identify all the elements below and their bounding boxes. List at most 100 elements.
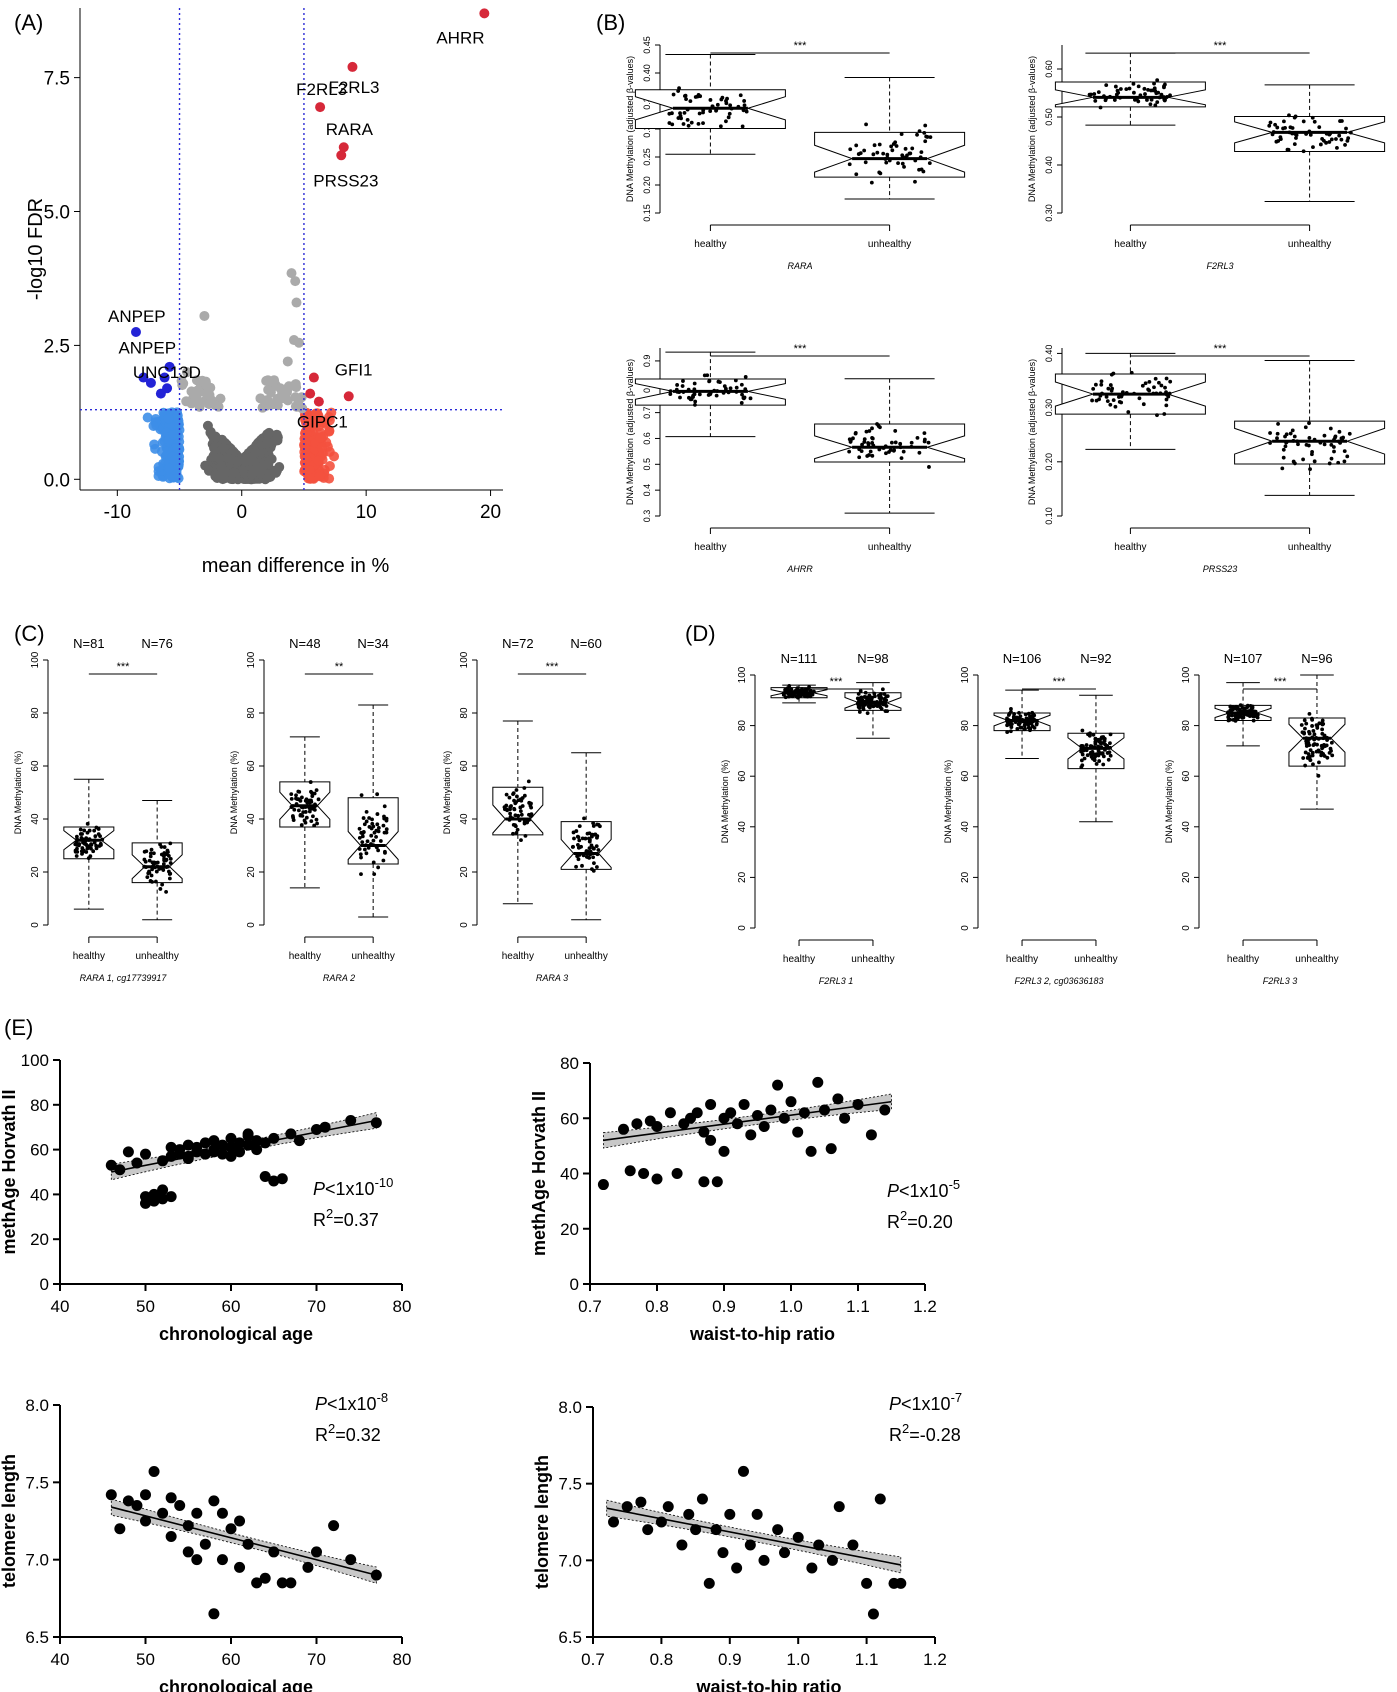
data-dot — [376, 826, 381, 830]
data-dot — [1321, 736, 1326, 741]
y-tick-label: 5.0 — [44, 203, 70, 224]
data-dot — [898, 441, 903, 446]
volcano-point-sig — [263, 384, 274, 395]
category-label: healthy — [289, 951, 321, 962]
data-dot — [884, 160, 889, 165]
volcano-point — [246, 469, 257, 480]
data-dot — [371, 860, 376, 865]
volcano-point-top — [338, 142, 349, 153]
data-dot — [668, 389, 673, 393]
data-dot — [1268, 120, 1273, 125]
y-tick-label: 100 — [459, 651, 470, 668]
data-dot — [883, 444, 888, 449]
volcano-point-top — [343, 391, 354, 402]
data-dot — [363, 843, 368, 848]
y-tick-label: 80 — [560, 1054, 579, 1073]
data-dot — [513, 824, 518, 829]
data-point — [696, 1493, 708, 1505]
data-dot — [1161, 95, 1166, 99]
data-dot — [362, 822, 367, 827]
volcano-point — [226, 454, 237, 465]
data-dot — [928, 135, 933, 140]
data-dot — [854, 172, 859, 177]
p-value: P<1x10-7 — [889, 1390, 962, 1414]
data-dot — [79, 849, 84, 854]
data-dot — [1304, 132, 1308, 136]
volcano-point-sig — [199, 310, 210, 321]
y-tick-label: 100 — [21, 1051, 49, 1070]
y-tick-label: 0.50 — [1044, 108, 1054, 126]
volcano-point-sig — [282, 356, 293, 367]
data-dot — [858, 703, 862, 708]
data-dot — [863, 160, 868, 165]
volcano-point-hypo — [142, 412, 153, 423]
data-dot — [1120, 390, 1125, 395]
data-dot — [591, 824, 596, 828]
data-dot — [885, 694, 890, 699]
data-point — [182, 1139, 194, 1151]
data-dot — [1099, 745, 1104, 749]
category-label: healthy — [694, 239, 726, 250]
data-dot — [1080, 728, 1085, 733]
data-dot — [697, 392, 702, 397]
gene-label: F2RL3 — [328, 78, 379, 97]
data-point — [276, 1577, 288, 1589]
data-dot — [1283, 444, 1288, 449]
data-dot — [80, 832, 84, 836]
data-point — [725, 1107, 737, 1119]
data-dot — [517, 818, 522, 823]
data-dot — [1119, 393, 1124, 398]
data-dot — [595, 852, 600, 857]
data-dot — [1099, 379, 1104, 384]
data-dot — [1136, 84, 1141, 89]
data-dot — [913, 179, 917, 184]
data-dot — [289, 792, 294, 797]
r-superscript: 2 — [328, 1421, 335, 1436]
data-dot — [866, 704, 871, 709]
gene-label: ANPEP — [108, 307, 166, 326]
data-dot — [148, 854, 153, 859]
y-tick-label: 40 — [960, 821, 971, 833]
data-dot — [515, 794, 519, 799]
data-dot — [1290, 126, 1295, 130]
data-dot — [1283, 434, 1287, 439]
data-dot — [595, 822, 599, 827]
gene-label: ANPEP — [118, 339, 176, 358]
x-tick-label: 60 — [222, 1650, 241, 1669]
data-dot — [381, 823, 386, 828]
data-dot — [1292, 434, 1297, 439]
data-dot — [687, 395, 691, 400]
data-dot — [372, 830, 377, 835]
p-value: P<1x10-5 — [887, 1177, 960, 1201]
volcano-point-sig — [191, 375, 202, 386]
data-dot — [1335, 145, 1339, 150]
y-tick-label: 60 — [960, 770, 971, 782]
data-dot — [1281, 455, 1286, 460]
volcano-point — [242, 453, 253, 464]
data-dot — [715, 389, 720, 393]
p-symbol: P — [313, 1179, 325, 1199]
data-dot — [1343, 143, 1347, 147]
y-tick-label: 40 — [30, 1185, 49, 1204]
n-label: N=111 — [781, 651, 818, 666]
data-point — [191, 1507, 203, 1519]
data-dot — [1019, 725, 1024, 730]
data-dot — [1009, 725, 1014, 730]
data-dot — [1325, 738, 1329, 742]
data-dot — [864, 122, 868, 127]
data-point — [718, 1145, 730, 1157]
data-point — [311, 1546, 322, 1558]
data-dot — [1310, 724, 1314, 728]
data-dot — [1162, 98, 1167, 103]
data-dot — [1328, 746, 1333, 751]
r-value: =0.32 — [335, 1425, 381, 1445]
boxplot-B4: 0.10 0.20 0.30 0.40 DNA Methylation (adjuste… — [1027, 343, 1386, 574]
data-dot — [1310, 115, 1315, 120]
data-dot — [88, 854, 93, 859]
data-dot — [714, 393, 719, 398]
data-dot — [1114, 92, 1119, 97]
volcano-point — [262, 437, 273, 448]
data-dot — [289, 796, 294, 801]
data-dot — [1079, 758, 1084, 763]
y-axis-title: DNA Methylation (%) — [720, 760, 730, 844]
